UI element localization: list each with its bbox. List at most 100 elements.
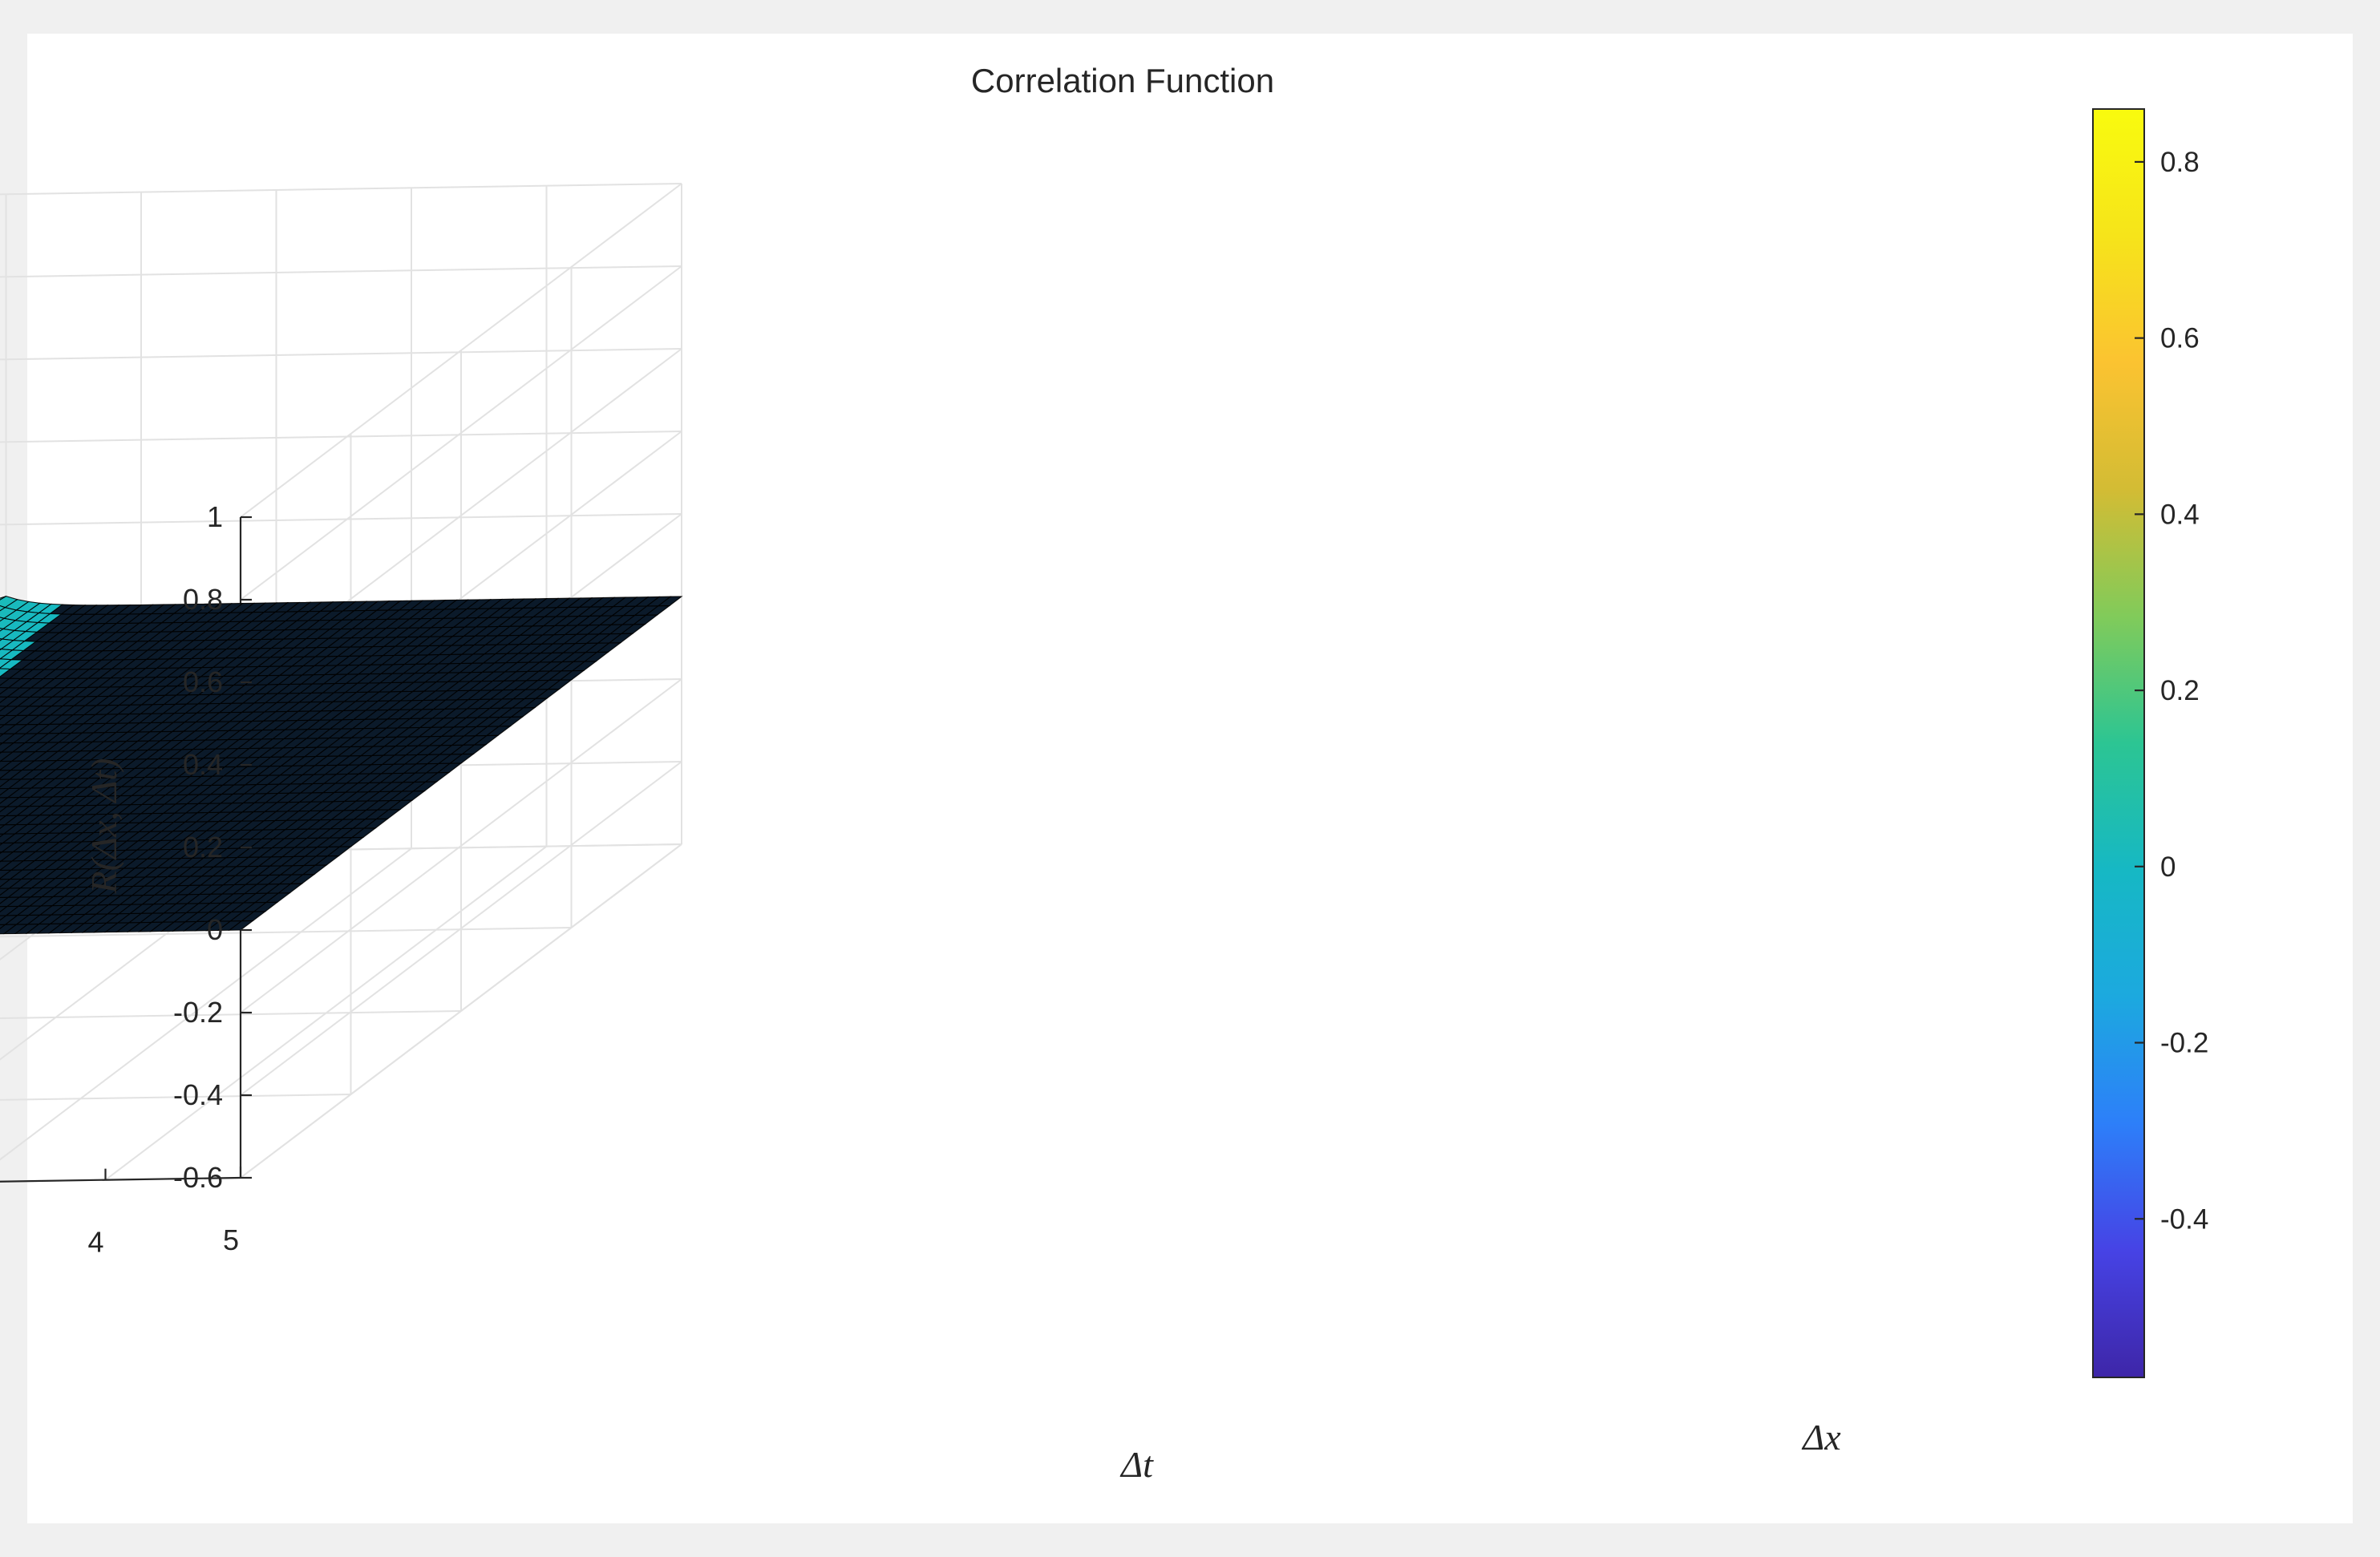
surface-patch (0, 906, 9, 913)
surface-patch (0, 915, 19, 925)
grid-line (0, 927, 572, 938)
z-tick-label: 0.6 (183, 665, 223, 698)
surface-patch (0, 869, 13, 880)
surface-patch (0, 742, 4, 746)
surface-patch (0, 924, 7, 929)
surface-patch (0, 824, 6, 829)
surface-patch (0, 896, 10, 904)
surface-patch (0, 833, 17, 844)
x-axis-ticks: 543210-1-2-3-4-5 (87, 1167, 242, 1259)
colorbar-tick-label: 0.6 (2160, 323, 2200, 354)
surface-patch (0, 842, 16, 853)
surface-patch (0, 915, 8, 921)
surface-patch (0, 860, 2, 863)
surface-patch (0, 638, 15, 650)
surface-patch (0, 659, 24, 670)
colorbar-tick-label: 0 (2160, 851, 2176, 883)
surface-patch (0, 649, 14, 660)
colorbar-tick-label: 0.8 (2160, 147, 2200, 178)
surface-patch (0, 797, 21, 807)
surface-patch (0, 742, 15, 753)
surface-patch (0, 668, 12, 677)
surface-patch (0, 833, 6, 838)
surface-patch (0, 806, 9, 813)
surface-patch (0, 760, 25, 771)
surface-patch (0, 677, 22, 689)
surface-patch (0, 638, 4, 641)
surface-patch (0, 878, 23, 889)
colorbar-tick-label: 0.2 (2160, 675, 2200, 706)
z-tick-label: -0.4 (173, 1078, 223, 1111)
surface-patch (0, 787, 22, 799)
surface-patch (0, 596, 6, 601)
surface-patch (0, 628, 16, 640)
z-tick-label: 0.8 (183, 583, 223, 616)
surface-patch (0, 668, 23, 679)
surface-patch (0, 778, 11, 787)
surface-patch (0, 687, 22, 698)
surface-patch (0, 706, 8, 712)
surface-patch (0, 924, 18, 935)
surface-patch (0, 714, 18, 726)
x-tick-label: 5 (223, 1223, 239, 1256)
surface-patch (0, 617, 17, 629)
surface-patch (0, 842, 5, 846)
surface-patch (0, 607, 18, 619)
colorbar: 0.8 0.6 0.4 0.2 0 -0.2 -0.4 (2092, 108, 2208, 1378)
y-axis-label: Δx (1801, 1417, 1841, 1458)
surface-patch (0, 596, 18, 609)
z-tick-label: -0.6 (173, 1161, 223, 1194)
grid-line (0, 1010, 462, 1020)
z-tick-label: 1 (207, 500, 223, 533)
surface-patch (0, 851, 3, 855)
surface-patch (0, 860, 25, 872)
z-axis-ticks: 1 0.8 0.6 0.4 0.2 0 -0.2 -0.4 -0.6 (173, 500, 252, 1194)
surface-patch (0, 797, 10, 804)
surface-patch (0, 733, 5, 738)
surface-patch (0, 696, 9, 703)
surface-patch (0, 724, 18, 734)
surface-patch (0, 733, 16, 744)
surface-patch (0, 851, 14, 862)
surface-patch (0, 888, 10, 896)
surface-patch (0, 617, 6, 622)
surface-patch (0, 778, 22, 790)
colorbar-tick-label: -0.4 (2160, 1203, 2208, 1235)
colorbar-ticks: 0.8 0.6 0.4 0.2 0 -0.2 -0.4 (2135, 147, 2208, 1235)
colorbar-tick-label: 0.4 (2160, 499, 2200, 530)
surface-patch (0, 714, 7, 721)
surface-patch (0, 724, 6, 729)
x-axis-label: Δt (1119, 1444, 1154, 1485)
surface-patch (0, 815, 7, 821)
surface-patch (0, 888, 22, 898)
surface-patch (0, 787, 10, 796)
z-tick-label: -0.2 (173, 996, 223, 1029)
z-tick-label: 0.4 (183, 748, 223, 781)
surface-patch (0, 628, 5, 632)
surface-patch (0, 658, 13, 669)
surface-mesh (0, 596, 683, 935)
surface-patch (0, 824, 18, 835)
surface-patch (0, 770, 12, 779)
surface-patch (0, 687, 10, 695)
surface-patch (0, 896, 21, 908)
grid-line (0, 1094, 351, 1101)
colorbar-tick-label: -0.2 (2160, 1028, 2208, 1059)
surface-patch (0, 605, 6, 612)
chart-title: Correlation Function (971, 62, 1274, 99)
x-tick-label: 4 (87, 1226, 103, 1259)
surface-patch (0, 815, 18, 826)
surface-patch (0, 751, 14, 762)
z-axis-label: R(Δx, Δt) (83, 758, 124, 895)
surface-patch (0, 751, 3, 754)
x-axis-line (0, 1176, 241, 1183)
surface-patch (0, 879, 12, 888)
surface-patch (0, 869, 24, 880)
surface-patch (0, 648, 2, 651)
surface-patch (0, 760, 2, 762)
surface-patch (0, 860, 14, 871)
colorbar-gradient (2092, 108, 2145, 1378)
surface-patch (0, 706, 19, 717)
